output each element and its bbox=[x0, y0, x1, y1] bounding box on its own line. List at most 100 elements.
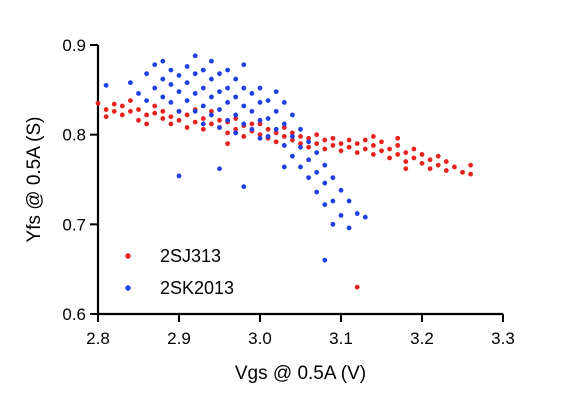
data-point bbox=[209, 108, 214, 114]
x-tick-label: 2.9 bbox=[167, 329, 191, 348]
data-point bbox=[233, 76, 239, 82]
data-point bbox=[468, 162, 473, 168]
data-point bbox=[354, 211, 360, 216]
y-tick-label: 0.9 bbox=[62, 36, 86, 55]
data-point bbox=[362, 214, 368, 220]
data-point bbox=[322, 202, 328, 208]
legend-marker-2sj313 bbox=[125, 253, 131, 259]
data-point bbox=[468, 171, 473, 177]
data-point bbox=[192, 53, 198, 59]
data-point bbox=[103, 82, 109, 88]
data-point bbox=[354, 150, 360, 156]
data-point bbox=[371, 143, 376, 148]
data-point bbox=[241, 134, 247, 139]
data-point bbox=[209, 58, 214, 64]
data-point bbox=[298, 144, 303, 150]
data-point bbox=[403, 150, 409, 156]
axes: 2.8 2.9 3.0 3.1 3.2 3.3 0.6 0.7 0.8 0.9 bbox=[62, 36, 514, 348]
data-point bbox=[338, 187, 344, 193]
data-point bbox=[192, 108, 198, 114]
data-point bbox=[176, 117, 182, 123]
x-tick-label: 3.0 bbox=[248, 329, 272, 348]
data-point bbox=[257, 117, 263, 123]
data-point bbox=[330, 175, 336, 181]
data-point bbox=[176, 173, 182, 179]
data-point bbox=[346, 144, 352, 150]
data-point bbox=[168, 114, 174, 120]
data-point bbox=[273, 139, 279, 145]
data-point bbox=[144, 98, 150, 103]
data-point bbox=[233, 116, 239, 121]
data-point bbox=[168, 121, 174, 127]
data-point bbox=[233, 130, 239, 136]
data-point bbox=[225, 85, 231, 91]
data-point bbox=[298, 134, 303, 139]
data-point bbox=[225, 117, 231, 123]
data-point bbox=[144, 121, 150, 127]
series-2sk2013 bbox=[103, 53, 368, 263]
data-point bbox=[184, 98, 190, 103]
data-point bbox=[281, 121, 287, 127]
data-point bbox=[200, 85, 206, 91]
data-point bbox=[330, 135, 336, 141]
x-tick-label: 3.3 bbox=[491, 329, 515, 348]
data-point bbox=[435, 153, 441, 159]
data-point bbox=[427, 157, 433, 163]
data-point bbox=[403, 159, 409, 164]
data-point bbox=[273, 108, 279, 114]
data-point bbox=[435, 162, 441, 168]
x-axis-title: Vgs @ 0.5A (V) bbox=[235, 363, 366, 384]
data-point bbox=[371, 151, 376, 157]
data-point bbox=[160, 116, 166, 121]
data-point bbox=[265, 116, 271, 121]
data-point bbox=[395, 143, 401, 148]
data-point bbox=[257, 132, 263, 138]
data-point bbox=[103, 114, 109, 120]
data-point bbox=[314, 169, 320, 175]
data-point bbox=[346, 137, 352, 143]
data-point bbox=[152, 85, 158, 91]
data-point bbox=[265, 98, 271, 103]
data-point bbox=[217, 89, 222, 95]
data-point bbox=[273, 89, 279, 95]
data-point bbox=[314, 132, 320, 138]
data-point bbox=[160, 58, 166, 64]
data-point bbox=[200, 116, 206, 121]
data-point bbox=[217, 71, 222, 77]
data-point bbox=[225, 130, 231, 136]
legend-label-2sj313: 2SJ313 bbox=[160, 246, 221, 266]
data-point bbox=[403, 166, 409, 172]
data-point bbox=[241, 184, 247, 190]
data-point bbox=[379, 148, 384, 154]
data-point bbox=[136, 107, 141, 112]
data-point bbox=[354, 284, 360, 290]
data-point bbox=[249, 91, 255, 96]
data-point bbox=[176, 89, 182, 95]
data-point bbox=[257, 85, 263, 91]
data-point bbox=[314, 150, 320, 156]
data-point bbox=[160, 76, 166, 82]
data-point bbox=[273, 126, 279, 132]
legend: 2SJ313 2SK2013 bbox=[125, 246, 234, 298]
x-tick-label: 3.2 bbox=[410, 329, 434, 348]
data-point bbox=[217, 117, 222, 123]
data-point bbox=[152, 110, 158, 116]
data-point bbox=[419, 151, 425, 157]
data-point bbox=[346, 198, 352, 204]
data-point bbox=[387, 146, 392, 152]
data-point bbox=[119, 112, 125, 118]
data-point bbox=[460, 169, 465, 175]
data-point bbox=[209, 112, 214, 118]
data-point bbox=[217, 125, 222, 130]
data-point bbox=[290, 112, 295, 118]
data-point bbox=[152, 103, 158, 109]
data-point bbox=[395, 135, 401, 141]
data-point bbox=[322, 180, 328, 186]
data-point bbox=[281, 164, 287, 170]
x-tick-label: 3.1 bbox=[329, 329, 353, 348]
data-point bbox=[233, 112, 239, 118]
data-point bbox=[225, 67, 231, 73]
x-tick-label: 2.8 bbox=[86, 329, 110, 348]
data-point bbox=[290, 137, 295, 143]
data-point bbox=[241, 62, 247, 68]
